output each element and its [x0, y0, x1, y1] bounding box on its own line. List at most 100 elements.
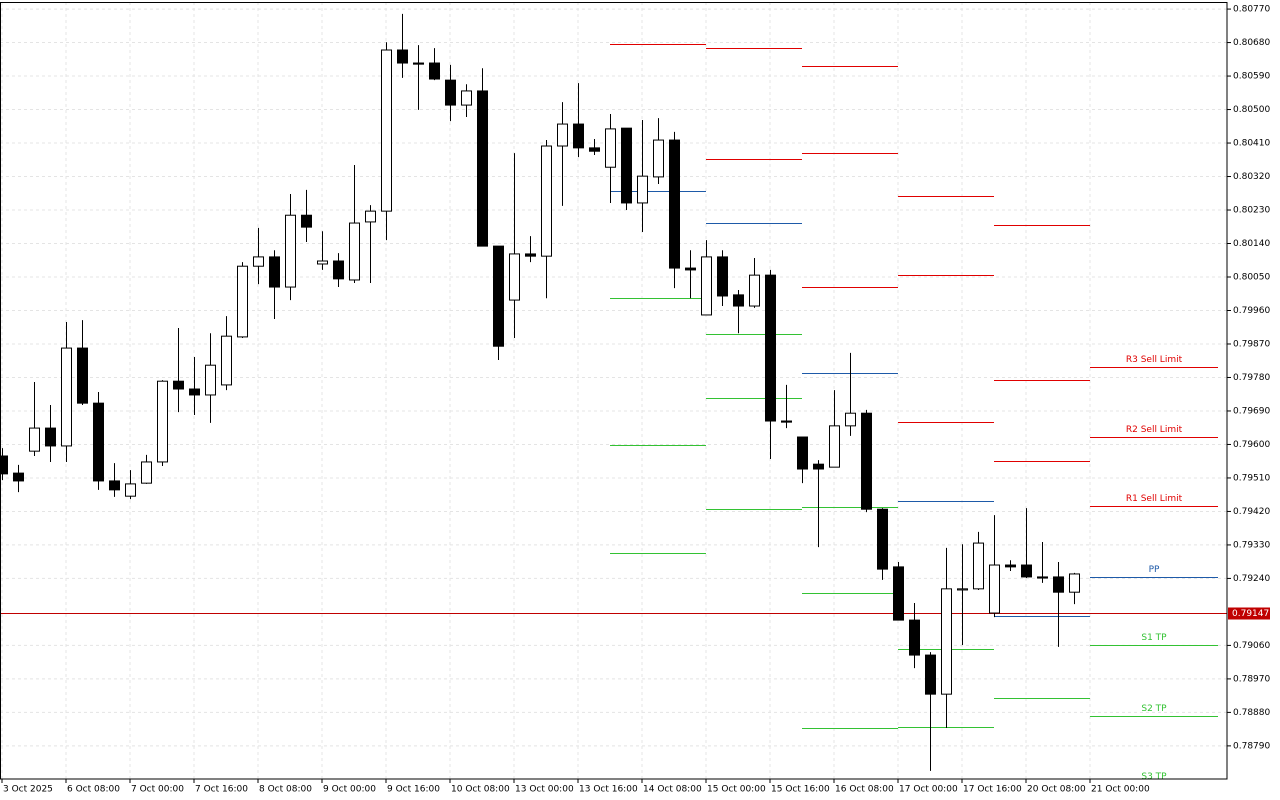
- plot-area: R1 Sell Limit R2 Sell Limit R3 Sell Limit P…: [0, 13, 1227, 782]
- y-tick-label: 0.80680: [1233, 38, 1270, 48]
- pivot-label: PP: [1149, 565, 1160, 575]
- candle-body: [1037, 576, 1048, 579]
- candle-body: [813, 463, 824, 470]
- candle-body: [237, 265, 248, 338]
- candle-body: [909, 619, 920, 656]
- y-tick-label: 0.79420: [1233, 507, 1270, 517]
- x-tick-label: 3 Oct 2025: [3, 785, 53, 795]
- grid: [0, 2, 1227, 779]
- candle-body: [1021, 564, 1032, 578]
- candle-body: [397, 49, 408, 64]
- candle-body: [701, 256, 712, 316]
- x-tick-label: 13 Oct 16:00: [579, 785, 638, 795]
- candle-body: [605, 128, 616, 168]
- y-tick-label: 0.80410: [1233, 139, 1270, 149]
- x-tick-label: 7 Oct 00:00: [131, 785, 184, 795]
- y-tick-label: 0.79690: [1233, 406, 1270, 416]
- candle-body: [1053, 576, 1064, 593]
- candle-body: [861, 412, 872, 510]
- x-tick-label: 16 Oct 08:00: [835, 785, 894, 795]
- candle-body: [765, 274, 776, 422]
- y-tick-label: 0.79330: [1233, 540, 1270, 550]
- candle-body: [525, 253, 536, 257]
- x-tick-label: 15 Oct 00:00: [707, 785, 766, 795]
- plot-border: [0, 2, 1228, 780]
- axes: 0.80770 0.80680 0.80590 0.80500 0.80410 0.803…: [1, 5, 1270, 795]
- x-tick-label: 14 Oct 08:00: [643, 785, 702, 795]
- candle-body: [1005, 564, 1016, 568]
- y-tick-label: 0.80050: [1233, 273, 1270, 283]
- y-tick-label: 0.79060: [1233, 641, 1270, 651]
- candle-body: [541, 145, 552, 257]
- candle-body: [941, 588, 952, 695]
- pivot-label: R2 Sell Limit: [1126, 425, 1183, 435]
- y-tick-label: 0.79600: [1233, 440, 1270, 450]
- x-tick-label: 17 Oct 00:00: [899, 785, 958, 795]
- y-tick-label: 0.79510: [1233, 473, 1270, 483]
- y-tick-label: 0.80140: [1233, 239, 1270, 249]
- candle-body: [973, 542, 984, 590]
- candle-body: [93, 402, 104, 482]
- y-tick-label: 0.79870: [1233, 339, 1270, 349]
- candle-body: [845, 412, 856, 427]
- candle-body: [829, 425, 840, 468]
- candle-body: [461, 90, 472, 106]
- candle-body: [589, 147, 600, 152]
- candle-body: [493, 245, 504, 347]
- candle-body: [0, 455, 8, 475]
- x-tick-label: 13 Oct 00:00: [515, 785, 574, 795]
- candle-body: [925, 654, 936, 695]
- pivot-label: S3 TP: [1141, 772, 1167, 782]
- candle-body: [173, 380, 184, 390]
- candle-body: [877, 508, 888, 570]
- candle-body: [781, 420, 792, 423]
- x-tick-label: 15 Oct 16:00: [771, 785, 830, 795]
- candle-body: [557, 123, 568, 147]
- x-tick-label: 10 Oct 08:00: [451, 785, 510, 795]
- y-tick-label: 0.79240: [1233, 574, 1270, 584]
- candle-body: [13, 472, 24, 482]
- y-tick-label: 0.80500: [1233, 105, 1270, 115]
- candle-body: [205, 364, 216, 396]
- candle-body: [573, 123, 584, 149]
- candle-body: [957, 588, 968, 591]
- pivot-label: R3 Sell Limit: [1126, 355, 1183, 365]
- candle-body: [893, 566, 904, 621]
- y-tick-label: 0.80320: [1233, 172, 1270, 182]
- pivot-label: S1 TP: [1141, 633, 1167, 643]
- x-tick-label: 6 Oct 08:00: [67, 785, 120, 795]
- candle-body: [381, 49, 392, 212]
- y-tick-label: 0.78880: [1233, 708, 1270, 718]
- candle-body: [253, 256, 264, 267]
- candle-body: [653, 139, 664, 178]
- candle-body: [717, 256, 728, 297]
- candle-body: [685, 267, 696, 271]
- candle-body: [445, 79, 456, 106]
- y-tick-label: 0.79960: [1233, 306, 1270, 316]
- candle-body: [621, 127, 632, 204]
- y-tick-label: 0.80230: [1233, 206, 1270, 216]
- candle-body: [125, 483, 136, 497]
- y-tick-label: 0.79780: [1233, 373, 1270, 383]
- pivot-label: S2 TP: [1141, 704, 1167, 714]
- current-price-box: [1228, 607, 1270, 620]
- x-tick-label: 9 Oct 00:00: [323, 785, 376, 795]
- x-tick-label: 9 Oct 16:00: [387, 785, 440, 795]
- x-tick-label: 8 Oct 08:00: [259, 785, 312, 795]
- candle-body: [109, 480, 120, 491]
- candle-body: [157, 380, 168, 463]
- candle-body: [477, 90, 488, 247]
- candle-body: [365, 210, 376, 223]
- candle-body: [189, 388, 200, 396]
- y-tick-label: 0.78970: [1233, 674, 1270, 684]
- y-tick-label: 0.80590: [1233, 72, 1270, 82]
- candle-body: [317, 260, 328, 265]
- candle-body: [349, 222, 360, 281]
- candle-body: [285, 214, 296, 288]
- y-tick-label: 0.80770: [1233, 5, 1270, 15]
- candle-body: [749, 274, 760, 307]
- y-tick-label: 0.78790: [1233, 741, 1270, 751]
- candle-body: [29, 427, 40, 452]
- candle-body: [141, 461, 152, 484]
- x-tick-label: 20 Oct 08:00: [1027, 785, 1086, 795]
